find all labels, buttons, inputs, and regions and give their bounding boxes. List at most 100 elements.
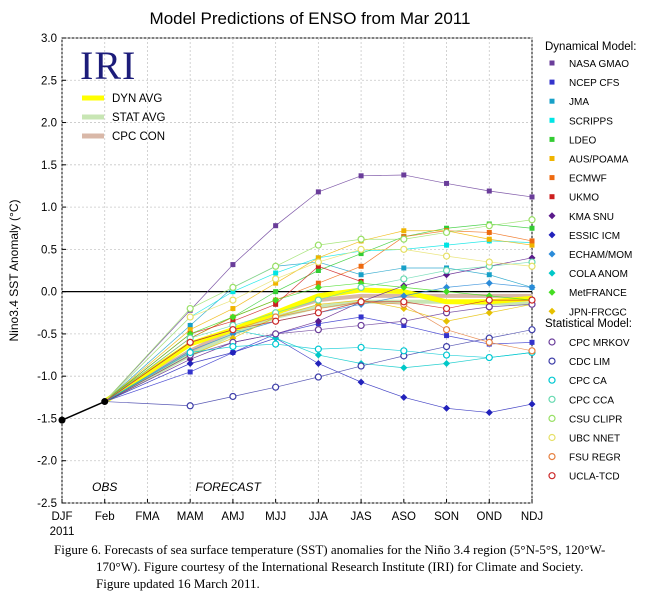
series-line — [104, 282, 533, 402]
series-point — [315, 263, 321, 269]
legend-marker — [548, 395, 556, 403]
series-point — [314, 283, 322, 291]
legend-marker — [548, 433, 556, 442]
legend-label: SCRIPPS — [569, 116, 613, 127]
series-point — [485, 309, 493, 317]
series-point — [314, 317, 322, 325]
y-tick-label: 2.0 — [41, 118, 57, 130]
average-line — [103, 293, 532, 404]
x-tick-label: MAM — [177, 511, 204, 523]
iri-logo: IRI — [80, 43, 136, 88]
series-point — [186, 313, 194, 321]
series-point — [529, 225, 535, 231]
y-axis-label: Nino3.4 SST Anomaly (°C) — [7, 200, 21, 342]
y-tick-label: 1.0 — [41, 202, 57, 214]
series-point — [485, 409, 493, 417]
y-tick-label: -2.0 — [37, 456, 57, 468]
legend-label: CPC CA — [569, 376, 607, 387]
series-point — [528, 283, 536, 291]
series-point — [315, 280, 321, 286]
series-point — [186, 348, 194, 357]
series-point — [486, 229, 492, 235]
series-point — [272, 317, 280, 325]
series-point — [314, 258, 322, 266]
avg-legend-label: STAT AVG — [112, 112, 166, 124]
series-point — [314, 326, 322, 334]
series-point — [485, 258, 493, 266]
average-line — [103, 287, 533, 404]
series-line — [104, 299, 532, 402]
legend-marker — [548, 338, 556, 346]
legend-label: ECHAM/MOM — [569, 250, 632, 261]
series-point — [444, 180, 450, 186]
series-point — [444, 242, 450, 248]
y-tick-label: -2.5 — [37, 498, 57, 510]
legend-label: UBC NNET — [569, 434, 620, 445]
legend-label: UCLA-TCD — [569, 472, 620, 483]
legend-label: CPC CCA — [569, 395, 614, 406]
legend-label: ESSIC ICM — [569, 231, 620, 242]
y-tick-label: 1.5 — [41, 160, 57, 172]
legend-label: FSU REGR — [569, 453, 621, 464]
series-point — [528, 347, 536, 355]
legend-label: KMA SNU — [569, 212, 614, 223]
legend-marker — [548, 472, 556, 480]
series-point — [400, 347, 408, 355]
x-tick-label: FMA — [135, 511, 160, 523]
series-point — [358, 272, 364, 278]
chart-title: Model Predictions of ENSO from Mar 2011 — [150, 9, 471, 28]
series-line — [104, 329, 533, 407]
observed-point — [58, 416, 66, 424]
y-tick-label: -0.5 — [37, 329, 57, 341]
legend-marker — [549, 194, 555, 200]
series-line — [104, 261, 533, 402]
series-point — [273, 289, 279, 295]
series-point — [357, 362, 365, 370]
series-point — [230, 318, 236, 324]
series-line — [104, 337, 533, 413]
x-tick-label: SON — [434, 511, 459, 523]
series-point — [400, 275, 408, 283]
legend-marker — [548, 231, 556, 239]
series-point — [400, 283, 408, 291]
series-point — [401, 265, 407, 271]
legend-marker — [548, 250, 556, 258]
x-tick-label: Feb — [95, 511, 115, 523]
x-tick-label: NDJ — [521, 511, 543, 523]
series-point — [400, 235, 408, 243]
series-point — [400, 317, 408, 325]
series-point — [357, 283, 365, 292]
series-point — [485, 338, 493, 346]
series-point — [443, 288, 451, 296]
series-point — [401, 322, 407, 328]
series-point — [273, 280, 279, 286]
legend-marker — [549, 98, 555, 104]
caption-line-3: Figure updated 16 March 2011. — [96, 576, 260, 591]
series-point — [229, 283, 237, 292]
series-point — [485, 353, 493, 362]
series-point — [273, 301, 279, 307]
series-point — [273, 223, 279, 229]
caption-line-2: 170°W). Figure courtesy of the Internati… — [96, 559, 584, 574]
series-point — [272, 340, 280, 348]
observed-point — [101, 398, 109, 406]
series-point — [272, 383, 280, 391]
series-point — [314, 309, 322, 317]
series-point — [186, 304, 194, 313]
statistical-legend-title: Statistical Model: — [545, 318, 632, 330]
series-point — [529, 238, 535, 244]
series-point — [442, 266, 451, 275]
series-point — [444, 225, 450, 231]
x-tick-label: JJA — [309, 511, 329, 523]
series-point — [357, 245, 365, 253]
series-point — [314, 345, 322, 353]
series-point — [528, 400, 536, 408]
series-point — [400, 393, 408, 401]
legend-marker — [549, 175, 555, 181]
series-point — [485, 303, 493, 311]
series-point — [528, 326, 536, 334]
series-point — [314, 296, 322, 304]
legend-marker — [548, 414, 556, 422]
legend-label: JPN-FRCGC — [569, 307, 627, 318]
legend-label: UKMO — [569, 193, 599, 204]
